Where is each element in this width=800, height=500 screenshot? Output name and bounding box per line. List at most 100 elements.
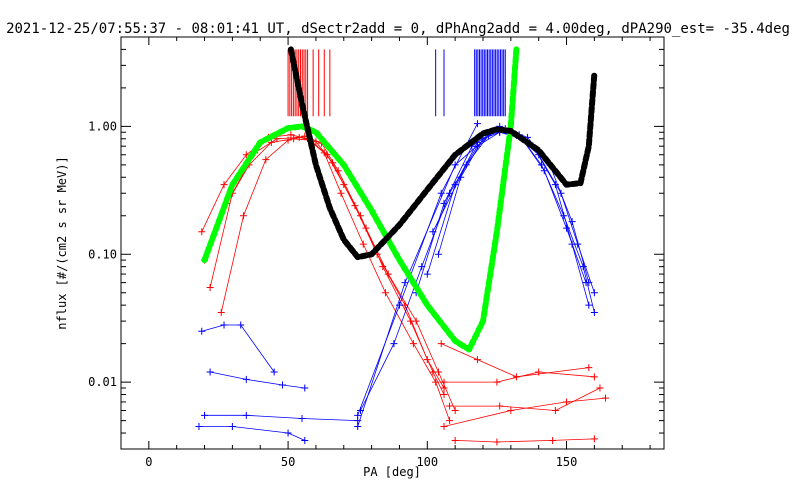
series-red-0-line (204, 138, 456, 411)
series-red-6-point-3 (590, 435, 598, 443)
series-blue-14-point-2 (437, 189, 445, 197)
series-blue-9-line (438, 131, 595, 293)
series-red-1-point-4 (287, 131, 295, 139)
series-blue-10-point-1 (440, 199, 448, 207)
series-blue-14-point-1 (395, 301, 403, 309)
series-blue-17-point-1 (228, 422, 236, 430)
series-blue-15-point-1 (401, 279, 409, 287)
series-red-8-point-1 (496, 402, 504, 410)
axes-layer: 0 50 100 150 0.01 0.10 1.00 (88, 36, 664, 469)
series-red-5-point-2 (563, 398, 571, 406)
series-blue-17-point-0 (195, 422, 203, 430)
series-blue-12-point-2 (418, 263, 426, 271)
series-red-3-point-11 (440, 384, 448, 392)
series-blue-18-point-1 (220, 321, 228, 329)
series-blue-18-line (201, 324, 275, 373)
series-red-4-point-0 (440, 378, 448, 386)
series-blue-14-point-3 (473, 120, 481, 128)
y-tick-label-0: 0.01 (88, 375, 117, 389)
plot-area (195, 46, 610, 446)
series-red-2-line (220, 135, 445, 395)
series-blue-19-point-3 (301, 384, 309, 392)
series-blue-16-line (204, 414, 358, 421)
series-red-6-point-2 (549, 436, 557, 444)
series-blue-16-point-3 (354, 417, 362, 425)
series-red-3-point-0 (206, 283, 214, 291)
x-axis-label: PA [deg] (363, 465, 421, 479)
series-red-7-point-2 (512, 373, 520, 381)
series-blue-11-point-8 (590, 309, 598, 317)
series-red-3-point-7 (351, 202, 359, 210)
series-red-1-point-9 (382, 289, 390, 297)
series-blue-10-point-8 (585, 301, 593, 309)
series-red-2-point-2 (262, 156, 270, 164)
series-blue-19-line (210, 371, 305, 389)
x-tick-label-1: 50 (281, 455, 295, 469)
series-red-7-point-0 (437, 340, 445, 348)
series-red-7-point-1 (473, 356, 481, 364)
series-red-0-point-12 (451, 407, 459, 415)
series-red-5-point-3 (602, 394, 610, 402)
series-red-1-point-8 (359, 240, 367, 248)
series-blue-14-line (357, 123, 478, 416)
series-blue-17-point-2 (284, 429, 292, 437)
series-red-1-point-1 (220, 181, 228, 189)
series-red-8-point-3 (596, 384, 604, 392)
series-red-6-line (455, 438, 595, 443)
series-red-8-point-0 (446, 402, 454, 410)
series-blue-11-point-0 (423, 270, 431, 278)
series-blue-19-point-1 (242, 375, 250, 383)
y-tick-label-1: 0.10 (88, 247, 117, 261)
series-red-1-point-12 (446, 417, 454, 425)
series-red-3-line (209, 136, 445, 389)
series-red-6-point-1 (493, 438, 501, 446)
series-red-3-point-10 (423, 356, 431, 364)
series-red-2-point-0 (217, 309, 225, 317)
series-red-5-point-0 (440, 422, 448, 430)
series-red-4-point-3 (590, 373, 598, 381)
series-blue-13-point-7 (585, 279, 593, 287)
x-tick-label-0: 0 (145, 455, 152, 469)
series-blue-11-point-7 (579, 263, 587, 271)
series-red-3-point-6 (329, 159, 337, 167)
y-tick-label-2: 1.00 (88, 119, 117, 133)
series-blue-13-point-6 (568, 218, 576, 226)
series-red-6-point-0 (451, 436, 459, 444)
series-red-8-line (449, 387, 601, 411)
series-red-3-point-5 (312, 138, 320, 146)
chart-title: 2021-12-25/07:55:37 - 08:01:41 UT, dSect… (6, 21, 790, 37)
series-blue-12-point-8 (563, 224, 571, 232)
series-blue-12-line (360, 131, 587, 411)
series-black-21-curve (287, 46, 598, 261)
y-axis-label: nflux [#/(cm2 s sr MeV)] (55, 156, 69, 329)
plot-frame (120, 36, 665, 450)
series-red-4-point-1 (493, 378, 501, 386)
series-red-2-point-11 (440, 391, 448, 399)
series-red-2-point-1 (240, 212, 248, 220)
series-red-1-point-10 (409, 340, 417, 348)
series-blue-18-point-3 (270, 368, 278, 376)
series-red-7-point-3 (585, 364, 593, 372)
series-blue-18-point-0 (198, 327, 206, 335)
series-blue-12-point-1 (390, 340, 398, 348)
series-blue-15-point-0 (354, 422, 362, 430)
series-blue-15-point-2 (451, 161, 459, 169)
series-blue-13-point-0 (429, 228, 437, 236)
plot-layer (195, 46, 610, 446)
series-red-5-line (443, 397, 606, 427)
series-red-1-point-7 (337, 189, 345, 197)
series-blue-9-point-0 (434, 250, 442, 258)
series-red-1-point-0 (198, 228, 206, 236)
series-green-20-curve (201, 46, 520, 353)
series-red-5-point-1 (507, 407, 515, 415)
series-red-7-line (441, 343, 589, 378)
series-blue-12-point-7 (540, 167, 548, 175)
series-blue-9-point-8 (590, 289, 598, 297)
series-blue-16-point-1 (242, 411, 250, 419)
series-blue-17-line (199, 426, 305, 441)
series-red-3-point-4 (295, 133, 303, 141)
series-blue-15-line (357, 126, 500, 427)
series-blue-19-point-0 (206, 368, 214, 376)
